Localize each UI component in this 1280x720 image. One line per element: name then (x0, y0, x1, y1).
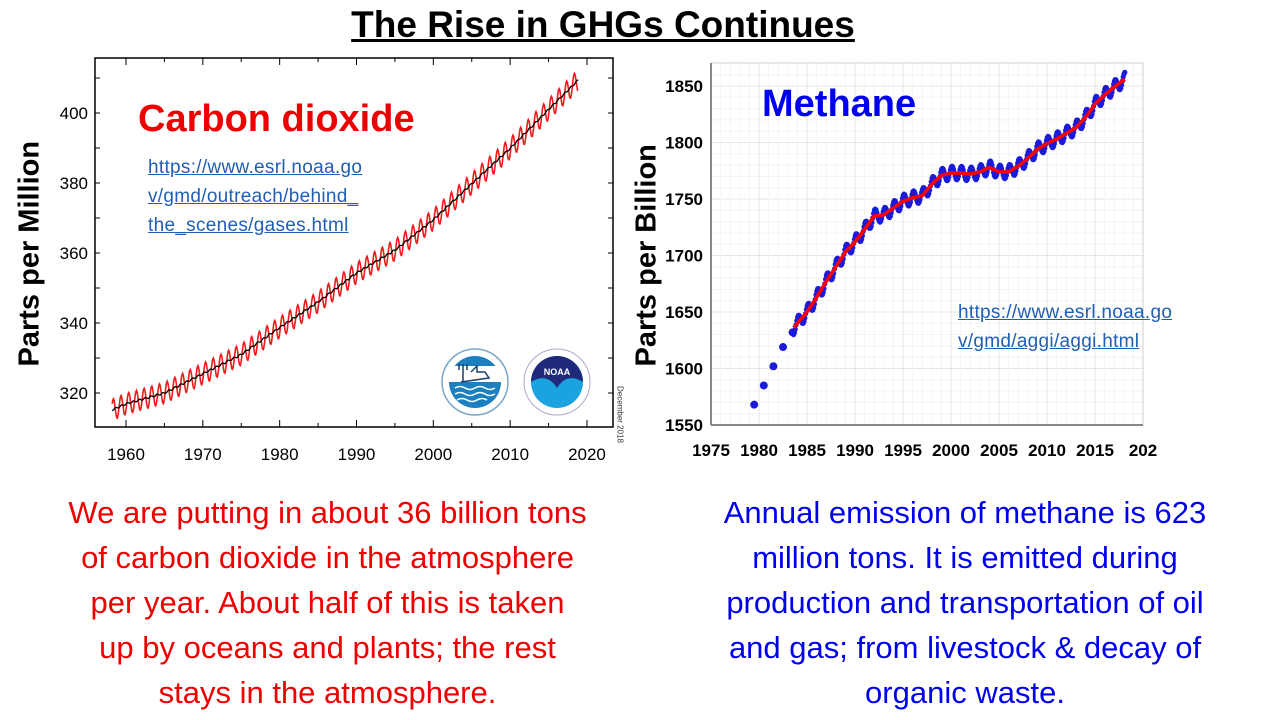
slide-title: The Rise in GHGs Continues (351, 4, 855, 45)
y-tick-label: 1600 (665, 360, 703, 379)
y-tick-label: 380 (60, 174, 88, 193)
y-tick-label: 1750 (665, 190, 703, 209)
co2-link-line[interactable]: the_scenes/gases.html (148, 215, 349, 236)
noaa-logo-text: NOAA (544, 367, 571, 377)
co2-chart-title: Carbon dioxide (138, 98, 415, 140)
co2-link-line[interactable]: https://www.esrl.noaa.go (148, 157, 363, 178)
methane-text-line: Annual emission of methane is 623 (723, 495, 1207, 530)
co2-text-line: We are putting in about 36 billion tons (68, 495, 587, 530)
y-tick-label: 400 (60, 104, 88, 123)
y-tick-label: 340 (60, 314, 88, 333)
co2-description: We are putting in about 36 billion tons … (0, 490, 655, 715)
methane-monthly-point (1122, 69, 1128, 75)
x-tick-label: 2010 (491, 445, 529, 464)
co2-source-link[interactable]: https://www.esrl.noaa.go v/gmd/outreach/… (148, 153, 362, 240)
methane-link-line[interactable]: https://www.esrl.noaa.go (958, 302, 1173, 323)
methane-text-line: production and transportation of oil (726, 585, 1204, 620)
date-note: December 2018 (615, 386, 625, 443)
methane-annual-point (759, 381, 768, 390)
noaa-logo: NOAA (523, 348, 591, 421)
methane-link-line[interactable]: v/gmd/aggi/aggi.html (958, 331, 1140, 352)
plot-frame (94, 57, 614, 428)
x-tick-label: 1960 (107, 445, 145, 464)
co2-text-line: of carbon dioxide in the atmosphere (81, 540, 574, 575)
x-tick-label: 1980 (261, 445, 299, 464)
x-tick-label: 1985 (788, 441, 826, 460)
methane-description: Annual emission of methane is 623 millio… (645, 490, 1280, 715)
x-tick-label: 1990 (836, 441, 874, 460)
x-tick-label: 1995 (884, 441, 922, 460)
y-tick-label: 320 (60, 384, 88, 403)
methane-text-line: organic waste. (865, 675, 1065, 710)
co2-text-line: up by oceans and plants; the rest (99, 630, 556, 665)
co2-trend-line (111, 79, 579, 412)
scripps-logo (441, 348, 509, 421)
y-tick-label: 1550 (665, 416, 703, 435)
y-tick-label: 1700 (665, 247, 703, 266)
co2-y-axis-label: Parts per Million (13, 140, 46, 367)
x-tick-label: 2020 (568, 445, 606, 464)
methane-y-axis-label: Parts per Billion (630, 144, 663, 367)
x-tick-label: 1980 (740, 441, 778, 460)
x-tick-label: 1975 (692, 441, 730, 460)
co2-link-line[interactable]: v/gmd/outreach/behind_ (148, 186, 359, 207)
methane-annual-point (750, 400, 759, 409)
methane-text-line: and gas; from livestock & decay of (728, 630, 1202, 665)
x-tick-label: 1990 (338, 445, 376, 464)
y-tick-label: 360 (60, 244, 88, 263)
x-tick-label: 2000 (414, 445, 452, 464)
co2-text-line: per year. About half of this is taken (90, 585, 565, 620)
methane-source-link[interactable]: https://www.esrl.noaa.go v/gmd/aggi/aggi… (958, 298, 1172, 356)
methane-text-line: million tons. It is emitted during (752, 540, 1178, 575)
methane-annual-point (769, 362, 778, 371)
x-tick-label: 1970 (184, 445, 222, 464)
x-tick-label: 202 (1129, 441, 1157, 460)
methane-trend-line (792, 77, 1126, 329)
x-tick-label: 2015 (1076, 441, 1114, 460)
y-tick-label: 1650 (665, 303, 703, 322)
x-tick-label: 2005 (980, 441, 1018, 460)
methane-annual-point (779, 343, 787, 352)
y-tick-label: 1850 (665, 77, 703, 96)
methane-chart-title: Methane (762, 83, 917, 125)
co2-monthly-line (111, 71, 579, 420)
co2-text-line: stays in the atmosphere. (158, 675, 497, 710)
x-tick-label: 2000 (932, 441, 970, 460)
x-tick-label: 2010 (1028, 441, 1066, 460)
y-tick-label: 1800 (665, 134, 703, 153)
